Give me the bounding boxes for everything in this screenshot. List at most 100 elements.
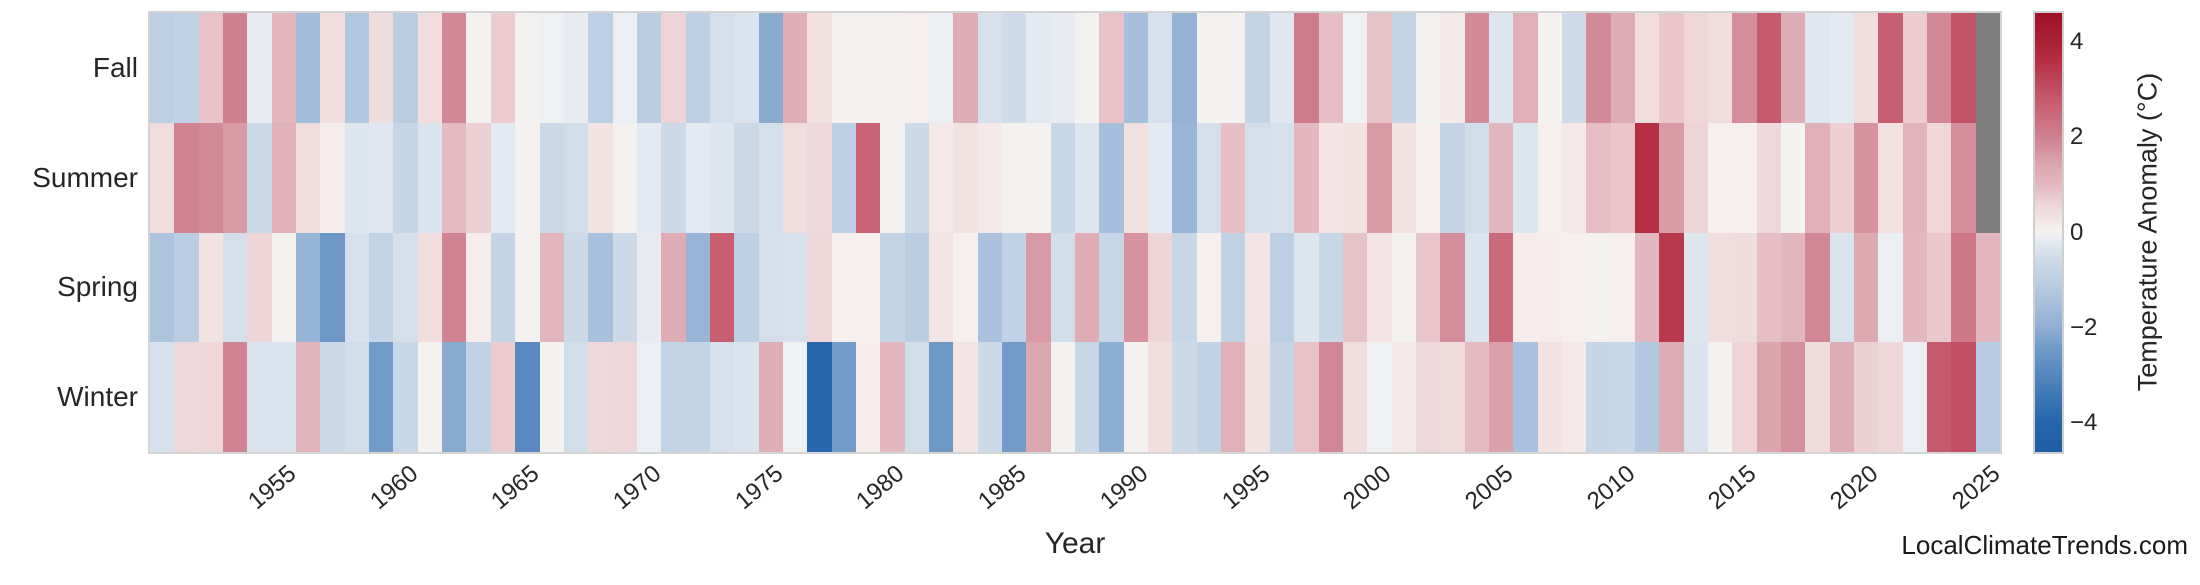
heatmap-cell [1683, 232, 1708, 343]
heatmap-row-fall [150, 13, 2001, 123]
heatmap-cell [320, 122, 345, 233]
heatmap-cell [1927, 342, 1952, 452]
heatmap-cell [1732, 342, 1757, 452]
heatmap-cell [1269, 13, 1295, 123]
heatmap-cell [1537, 342, 1562, 452]
heatmap-cell [612, 122, 637, 233]
heatmap-cell [1878, 13, 1903, 123]
heatmap-cell [174, 122, 199, 233]
heatmap-cell [685, 342, 710, 452]
heatmap-cell [393, 13, 418, 123]
heatmap-cell [1781, 342, 1806, 452]
y-axis-label-summer: Summer [32, 161, 138, 193]
heatmap-cell [539, 232, 564, 343]
heatmap-cell [1342, 13, 1368, 123]
heatmap-cell [661, 122, 686, 233]
heatmap-cell [1050, 122, 1076, 233]
heatmap-cell [1902, 122, 1928, 233]
heatmap-cell [1537, 122, 1562, 233]
heatmap-cell [198, 13, 224, 123]
heatmap-cell [442, 342, 467, 452]
heatmap-cell [417, 13, 443, 123]
heatmap-cell [1708, 232, 1733, 343]
heatmap-cell [563, 122, 589, 233]
heatmap-cell [734, 342, 759, 452]
heatmap-cell [1002, 122, 1027, 233]
heatmap-cell [1708, 13, 1733, 123]
heatmap-cell [709, 122, 735, 233]
heatmap-cell [417, 342, 443, 452]
heatmap-cell [1002, 232, 1027, 343]
heatmap-cell [247, 232, 272, 343]
heatmap-cell [1829, 342, 1855, 452]
heatmap-cell [1123, 122, 1149, 233]
heatmap-cell [1537, 13, 1562, 123]
heatmap-cell [1391, 232, 1416, 343]
heatmap-cell [1294, 13, 1319, 123]
heatmap-cell [661, 342, 686, 452]
heatmap-cell [1415, 232, 1441, 343]
heatmap-cell [1026, 13, 1051, 123]
heatmap-cell [685, 122, 710, 233]
heatmap-cell [1245, 342, 1270, 452]
heatmap-cell [1659, 122, 1684, 233]
heatmap-cell [563, 232, 589, 343]
heatmap-cell [344, 232, 370, 343]
x-axis-tick-2000: 2000 [1338, 460, 1397, 516]
heatmap-cell [442, 13, 467, 123]
heatmap-cell [466, 342, 491, 452]
heatmap-cell [1561, 13, 1587, 123]
x-axis-tick-1995: 1995 [1216, 460, 1275, 516]
heatmap-cell [953, 232, 978, 343]
heatmap-cell [734, 232, 759, 343]
heatmap-cell [831, 232, 856, 343]
heatmap-cell [588, 232, 613, 343]
heatmap-cell [1610, 122, 1635, 233]
heatmap-cell [612, 232, 637, 343]
heatmap-cell [1245, 122, 1270, 233]
heatmap-cell [1464, 122, 1489, 233]
heatmap-cell [1148, 13, 1173, 123]
x-axis-tick-2025: 2025 [1946, 460, 2006, 516]
heatmap-cell [904, 13, 929, 123]
heatmap-cell [1196, 13, 1222, 123]
heatmap-cell [685, 13, 710, 123]
heatmap-cell [369, 13, 394, 123]
heatmap-cell [174, 13, 199, 123]
heatmap-cell [515, 13, 540, 123]
heatmap-cell [1683, 342, 1708, 452]
heatmap-cell [929, 342, 954, 452]
heatmap-cell [588, 122, 613, 233]
heatmap-cell [1075, 122, 1100, 233]
heatmap-cell [1805, 13, 1830, 123]
heatmap-cell [1586, 122, 1611, 233]
x-axis-tick-2005: 2005 [1460, 460, 1519, 516]
heatmap-cell [1342, 232, 1368, 343]
heatmap-cell [369, 122, 394, 233]
heatmap-cell [929, 13, 954, 123]
heatmap-cell [150, 342, 175, 452]
heatmap-cell [271, 122, 297, 233]
heatmap-cell [1415, 342, 1441, 452]
heatmap-cell [588, 342, 613, 452]
x-axis-tick-1955: 1955 [242, 460, 302, 516]
heatmap-cell [977, 122, 1003, 233]
heatmap-cell [150, 232, 175, 343]
heatmap-cell [1440, 13, 1465, 123]
heatmap-cell [977, 232, 1003, 343]
heatmap-cell [1975, 232, 2001, 343]
heatmap-cell [1902, 232, 1928, 343]
heatmap-cell [1367, 232, 1392, 343]
heatmap-cell [1732, 232, 1757, 343]
heatmap-cell [1440, 122, 1465, 233]
heatmap-cell [1099, 122, 1124, 233]
heatmap-cell [1075, 232, 1100, 343]
heatmap-cell [1221, 122, 1246, 233]
heatmap-cell [831, 342, 856, 452]
heatmap-cell [1708, 122, 1733, 233]
heatmap-cell [1781, 122, 1806, 233]
heatmap-cell [709, 342, 735, 452]
heatmap-cell [904, 232, 929, 343]
heatmap-cell [855, 232, 881, 343]
heatmap-cell [1513, 13, 1538, 123]
